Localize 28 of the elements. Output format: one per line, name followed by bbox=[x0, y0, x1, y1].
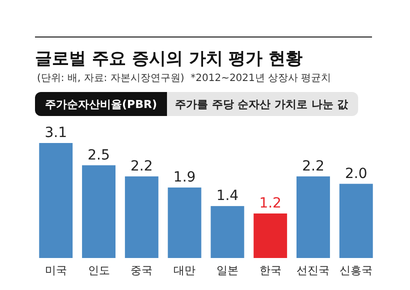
data-label: 1.4 bbox=[216, 188, 239, 204]
x-tick-label: 한국 bbox=[259, 264, 282, 277]
x-tick-label: 일본 bbox=[216, 264, 238, 277]
data-label: 2.5 bbox=[88, 147, 110, 164]
data-label: 1.2 bbox=[259, 195, 282, 212]
x-tick-label: 인도 bbox=[88, 264, 110, 277]
bar bbox=[210, 206, 244, 258]
data-label: 2.0 bbox=[344, 166, 368, 182]
bar bbox=[124, 176, 158, 258]
bar bbox=[168, 188, 202, 258]
chart-title: 글로벌 주요 증시의 가치 평가 현황 bbox=[35, 49, 303, 69]
chart-subtitle: (단위: 배, 자료: 자본시장연구원) *2012~2021년 상장사 평균치 bbox=[37, 73, 332, 84]
bar bbox=[296, 176, 330, 258]
bar bbox=[82, 165, 116, 258]
x-tick-label: 대만 bbox=[174, 264, 196, 277]
data-label: 2.2 bbox=[130, 158, 153, 174]
x-tick-label: 선진국 bbox=[296, 264, 330, 277]
bar bbox=[339, 184, 373, 258]
x-tick-label: 신흥국 bbox=[340, 264, 373, 277]
x-tick-label: 중국 bbox=[130, 264, 153, 277]
text: 주가순자산비율(PBR) bbox=[45, 98, 157, 111]
x-tick-label: 미국 bbox=[44, 264, 67, 277]
data-label: 1.9 bbox=[173, 170, 196, 186]
text: 주가를 주당 순자산 가치로 나눈 값 bbox=[174, 98, 350, 111]
data-label: 3.1 bbox=[44, 125, 68, 141]
bar bbox=[254, 213, 288, 258]
data-label: 2.2 bbox=[302, 158, 324, 174]
bar bbox=[39, 143, 73, 258]
